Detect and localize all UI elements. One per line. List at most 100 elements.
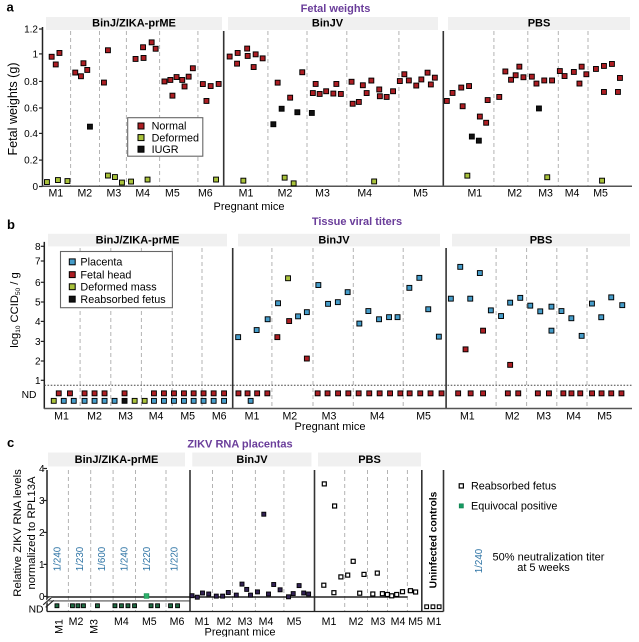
svg-text:M5: M5: [142, 616, 157, 628]
svg-text:BinJV: BinJV: [312, 18, 344, 30]
svg-text:M1: M1: [245, 411, 260, 423]
svg-text:Pregnant mice: Pregnant mice: [295, 421, 366, 433]
svg-text:Pregnant mice: Pregnant mice: [205, 627, 276, 638]
svg-text:M5: M5: [408, 616, 423, 628]
svg-text:M3: M3: [538, 188, 553, 200]
svg-text:normalized to RPL13A: normalized to RPL13A: [26, 476, 38, 589]
svg-text:M1: M1: [467, 188, 482, 200]
svg-text:M5: M5: [165, 188, 180, 200]
svg-text:4: 4: [39, 464, 45, 475]
svg-text:1: 1: [39, 560, 45, 571]
svg-text:M4: M4: [259, 616, 274, 628]
svg-text:4: 4: [35, 317, 41, 328]
svg-text:ND: ND: [29, 605, 44, 616]
svg-text:2: 2: [35, 357, 41, 368]
svg-text:M1: M1: [460, 411, 475, 423]
svg-text:ND: ND: [22, 390, 37, 401]
svg-text:M3: M3: [315, 188, 330, 200]
svg-text:Reabsorbed fetus: Reabsorbed fetus: [471, 481, 557, 493]
svg-text:M2: M2: [505, 411, 520, 423]
svg-text:ZIKV RNA placentas: ZIKV RNA placentas: [187, 439, 292, 451]
svg-text:Deformed mass: Deformed mass: [80, 281, 157, 293]
svg-text:M1: M1: [48, 188, 63, 200]
svg-text:Relative ZIKV RNA levels: Relative ZIKV RNA levels: [12, 469, 24, 597]
svg-text:BinJV: BinJV: [236, 454, 268, 466]
svg-text:M4: M4: [114, 616, 129, 628]
svg-text:Fetal weights (g): Fetal weights (g): [6, 62, 20, 155]
svg-text:M5: M5: [287, 616, 302, 628]
svg-text:3: 3: [39, 496, 45, 507]
svg-text:M2: M2: [282, 411, 297, 423]
svg-text:M3: M3: [536, 411, 551, 423]
svg-text:Uninfected controls: Uninfected controls: [429, 491, 440, 588]
svg-text:Tissue viral titers: Tissue viral titers: [312, 216, 402, 228]
svg-text:1/240: 1/240: [474, 548, 485, 573]
svg-text:M1: M1: [322, 616, 337, 628]
svg-text:PBS: PBS: [358, 454, 381, 466]
svg-text:M2: M2: [87, 411, 102, 423]
svg-text:log10 CCID50 / g: log10 CCID50 / g: [9, 272, 22, 347]
svg-text:1/220: 1/220: [170, 546, 181, 571]
svg-text:0.6: 0.6: [24, 104, 38, 115]
svg-text:0.8: 0.8: [24, 77, 38, 88]
svg-text:BinJ/ZIKA-prME: BinJ/ZIKA-prME: [75, 454, 159, 466]
svg-text:3: 3: [35, 337, 41, 348]
svg-text:M3: M3: [371, 616, 386, 628]
svg-text:M4: M4: [149, 411, 164, 423]
svg-text:Normal: Normal: [152, 121, 187, 133]
svg-text:Placenta: Placenta: [80, 257, 122, 269]
svg-text:Fetal head: Fetal head: [80, 269, 131, 281]
svg-text:M1: M1: [54, 411, 69, 423]
svg-text:M2: M2: [217, 616, 232, 628]
svg-text:M4: M4: [357, 188, 372, 200]
svg-text:50% neutralization titer: 50% neutralization titer: [493, 552, 605, 564]
svg-text:1: 1: [35, 376, 41, 387]
svg-text:Pregnant mice: Pregnant mice: [214, 201, 285, 213]
svg-text:M4: M4: [370, 411, 385, 423]
svg-text:0.2: 0.2: [24, 156, 38, 167]
svg-text:BinJ/ZIKA-prME: BinJ/ZIKA-prME: [92, 18, 176, 30]
svg-text:BinJV: BinJV: [318, 234, 350, 246]
svg-text:c: c: [7, 435, 14, 450]
svg-text:M3: M3: [118, 411, 133, 423]
svg-text:M5: M5: [416, 411, 431, 423]
svg-text:Equivocal positive: Equivocal positive: [471, 501, 557, 513]
svg-text:1/600: 1/600: [97, 546, 108, 571]
svg-text:2: 2: [39, 528, 45, 539]
svg-text:Reabsorbed fetus: Reabsorbed fetus: [80, 294, 166, 306]
svg-text:8: 8: [35, 242, 41, 253]
svg-text:M3: M3: [238, 616, 253, 628]
svg-text:1.2: 1.2: [24, 25, 38, 36]
svg-text:M5: M5: [413, 188, 428, 200]
svg-text:M4: M4: [565, 188, 580, 200]
svg-text:M4: M4: [391, 616, 406, 628]
svg-text:M4: M4: [566, 411, 581, 423]
svg-text:M6: M6: [198, 188, 213, 200]
svg-text:BinJ/ZIKA-prME: BinJ/ZIKA-prME: [96, 234, 180, 246]
svg-text:M2: M2: [507, 188, 522, 200]
svg-text:0: 0: [39, 592, 45, 603]
svg-text:M1: M1: [239, 188, 254, 200]
svg-text:7: 7: [35, 257, 41, 268]
svg-text:M3: M3: [89, 619, 101, 634]
svg-text:1/240: 1/240: [53, 546, 64, 571]
svg-text:6: 6: [35, 278, 41, 289]
svg-text:M3: M3: [107, 188, 122, 200]
svg-text:at 5 weeks: at 5 weeks: [517, 562, 570, 574]
svg-text:M1: M1: [427, 616, 442, 628]
svg-text:M2: M2: [69, 616, 84, 628]
svg-text:M1: M1: [54, 619, 66, 634]
svg-text:1/220: 1/220: [142, 546, 153, 571]
svg-text:IUGR: IUGR: [152, 144, 179, 156]
svg-text:M4: M4: [135, 188, 150, 200]
svg-text:1/230: 1/230: [75, 546, 86, 571]
svg-text:M5: M5: [597, 411, 612, 423]
svg-text:b: b: [7, 217, 15, 232]
svg-text:PBS: PBS: [528, 18, 551, 30]
svg-text:M2: M2: [278, 188, 293, 200]
svg-text:0.4: 0.4: [24, 129, 38, 140]
svg-text:Fetal weights: Fetal weights: [301, 3, 371, 15]
svg-text:M1: M1: [195, 616, 210, 628]
svg-text:M5: M5: [180, 411, 195, 423]
svg-text:M2: M2: [77, 188, 92, 200]
